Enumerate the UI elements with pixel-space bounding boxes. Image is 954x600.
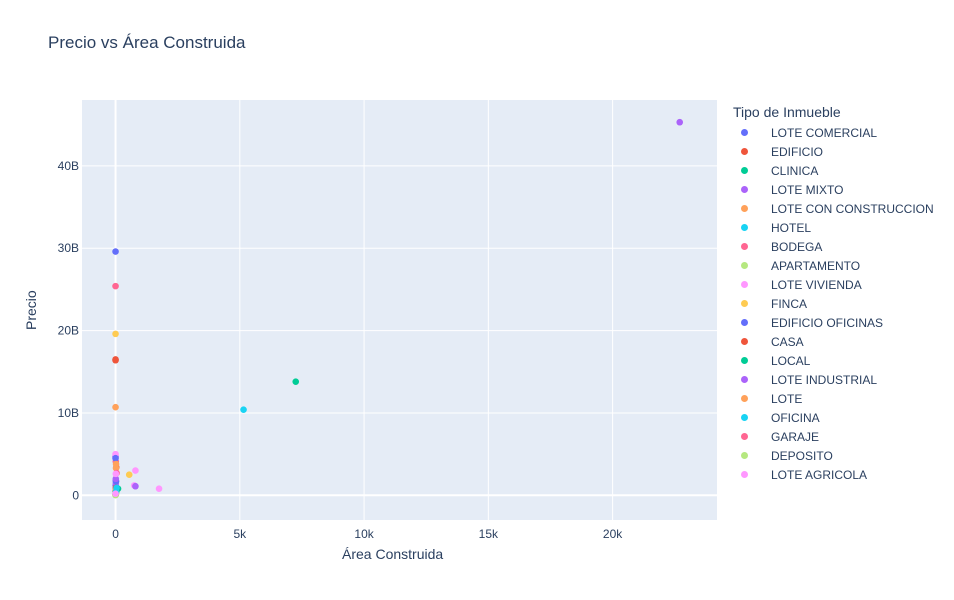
legend-label: HOTEL (771, 220, 812, 235)
legend-label: CASA (771, 334, 804, 349)
legend-swatch (741, 224, 748, 231)
data-point (132, 467, 139, 474)
legend-title: Tipo de Inmueble (733, 104, 841, 120)
legend-label: LOTE INDUSTRIAL (771, 372, 878, 387)
legend-label: APARTAMENTO (771, 258, 861, 273)
legend-label: EDIFICIO (771, 144, 824, 159)
legend-item[interactable]: APARTAMENTO (741, 256, 934, 275)
data-point (113, 484, 120, 492)
legend-swatch (741, 167, 748, 174)
data-point (112, 248, 119, 255)
data-point (112, 454, 119, 462)
y-tick-label: 0 (72, 488, 79, 502)
data-point (155, 485, 163, 493)
legend-swatch (741, 186, 748, 193)
y-tick-label: 40B (58, 159, 79, 173)
legend-label: FINCA (771, 296, 807, 311)
data-point (240, 406, 247, 413)
legend-label: LOTE VIVIENDA (771, 277, 862, 292)
legend-item[interactable]: CLINICA (741, 161, 934, 180)
legend-label: LOTE COMERCIAL (771, 125, 878, 140)
plot-area (82, 100, 717, 520)
legend-item[interactable]: GARAJE (741, 427, 934, 446)
legend-label: OFICINA (771, 410, 820, 425)
legend-item[interactable]: FINCA (741, 294, 934, 313)
legend-label: BODEGA (771, 239, 823, 254)
legend-label: LOCAL (771, 353, 811, 368)
data-point (112, 282, 119, 290)
legend-swatch (741, 433, 748, 440)
legend-item[interactable]: LOCAL (741, 351, 934, 370)
data-point (112, 403, 119, 411)
legend-swatch (741, 205, 748, 212)
data-point (112, 475, 120, 483)
legend-item[interactable]: HOTEL (741, 218, 934, 237)
y-tick-labels: 0 10B 20B 30B 40B (58, 159, 80, 502)
legend-label: LOTE AGRICOLA (771, 467, 868, 482)
legend-label: GARAJE (771, 429, 820, 444)
legend-item[interactable]: LOTE COMERCIAL (741, 123, 934, 142)
legend-swatch (741, 281, 748, 288)
legend-swatch (741, 452, 748, 459)
legend-swatch (741, 376, 748, 383)
legend-item[interactable]: LOTE MIXTO (741, 180, 934, 199)
y-axis-label: Precio (23, 290, 39, 330)
legend-swatch (741, 338, 748, 345)
legend-item[interactable]: EDIFICIO OFICINAS (741, 313, 934, 332)
legend-swatch (741, 262, 748, 269)
y-tick-label: 20B (58, 324, 79, 338)
legend-item[interactable]: LOTE AGRICOLA (741, 465, 934, 484)
legend-swatch (741, 357, 748, 364)
legend-swatch (741, 129, 748, 136)
legend-label: LOTE CON CONSTRUCCION (771, 201, 934, 216)
legend: LOTE COMERCIAL EDIFICIO CLINICA LOTE MIXTO L… (741, 123, 934, 484)
legend-label: LOTE (771, 391, 803, 406)
legend-item[interactable]: OFICINA (741, 408, 934, 427)
grid-lines (82, 100, 717, 520)
data-points (112, 118, 684, 499)
legend-swatch (741, 414, 748, 421)
legend-swatch (741, 148, 748, 155)
x-tick-label: 20k (603, 527, 623, 541)
legend-item[interactable]: LOTE INDUSTRIAL (741, 370, 934, 389)
data-point (292, 378, 300, 385)
x-tick-labels: 0 5k 10k 15k 20k (112, 527, 623, 541)
x-tick-label: 0 (112, 527, 119, 541)
legend-swatch (741, 471, 748, 478)
x-tick-label: 5k (233, 527, 247, 541)
legend-item[interactable]: BODEGA (741, 237, 934, 256)
legend-item[interactable]: CASA (741, 332, 934, 351)
legend-item[interactable]: LOTE VIVIENDA (741, 275, 934, 294)
data-point (112, 460, 120, 468)
data-point (112, 330, 119, 338)
y-tick-label: 30B (58, 241, 79, 255)
chart-title: Precio vs Área Construida (48, 33, 246, 52)
x-tick-label: 15k (479, 527, 499, 541)
legend-label: EDIFICIO OFICINAS (771, 315, 884, 330)
x-tick-label: 10k (354, 527, 374, 541)
data-point (112, 490, 119, 497)
legend-item[interactable]: LOTE (741, 389, 934, 408)
legend-swatch (741, 395, 748, 402)
data-point (676, 118, 684, 126)
legend-swatch (741, 300, 748, 307)
legend-label: LOTE MIXTO (771, 182, 844, 197)
legend-swatch (741, 243, 748, 250)
legend-item[interactable]: EDIFICIO (741, 142, 934, 161)
legend-item[interactable]: DEPOSITO (741, 446, 934, 465)
data-point (125, 471, 133, 479)
data-point (112, 356, 119, 364)
legend-label: DEPOSITO (771, 448, 833, 463)
data-point (132, 482, 139, 490)
legend-label: CLINICA (771, 163, 819, 178)
data-point (112, 470, 120, 478)
legend-item[interactable]: LOTE CON CONSTRUCCION (741, 199, 934, 218)
x-axis-label: Área Construida (342, 546, 444, 562)
legend-swatch (741, 319, 748, 326)
y-tick-label: 10B (58, 406, 79, 420)
